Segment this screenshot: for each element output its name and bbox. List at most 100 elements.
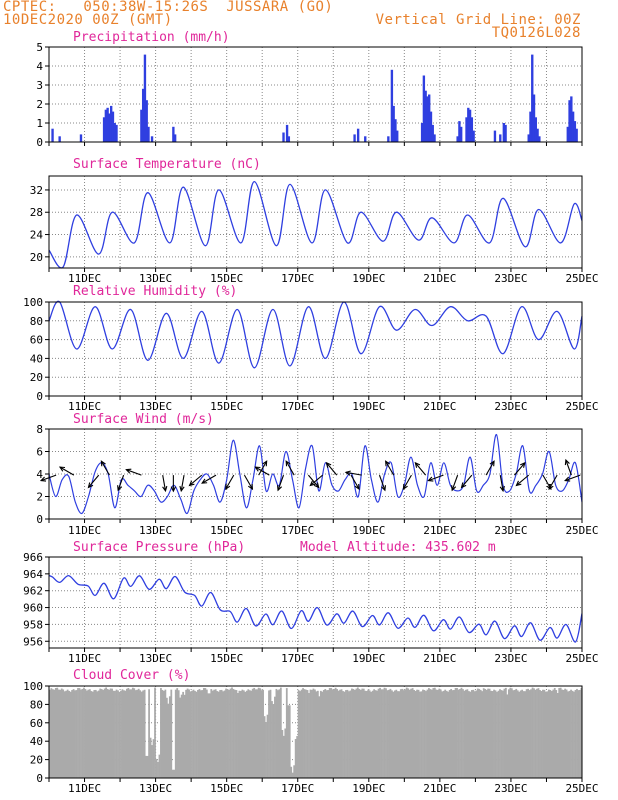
cloud-column — [254, 689, 257, 778]
cloud-column — [284, 728, 287, 778]
cloud-column — [99, 688, 102, 778]
cloud-column — [136, 689, 139, 778]
precip-bar — [356, 128, 360, 142]
wind-arrow — [514, 461, 526, 476]
cloud-column — [505, 687, 507, 778]
cloud-column — [293, 765, 296, 778]
wind-arrow-shaft — [88, 474, 100, 488]
x-tick-label: 15DEC — [210, 652, 243, 665]
wind-arrow-shaft — [516, 474, 530, 486]
cloud-column — [223, 690, 226, 778]
precip-bar — [470, 117, 474, 142]
wind-arrow-head — [460, 482, 467, 489]
precip-bar — [392, 105, 395, 142]
x-tick-label: 25DEC — [565, 272, 598, 285]
y-tick-label: 20 — [30, 371, 43, 384]
cloud-column — [534, 689, 537, 778]
wind-arrow — [307, 474, 320, 489]
x-tick-label: 23DEC — [494, 652, 527, 665]
cloud-column — [490, 690, 492, 778]
y-tick-label: 960 — [23, 602, 43, 615]
cloud-column — [475, 690, 478, 778]
wind-arrow — [402, 474, 412, 491]
x-tick-label: 23DEC — [494, 782, 527, 795]
panel-title: Cloud Cover (%) — [73, 668, 190, 683]
cloud-column — [379, 687, 381, 778]
cloud-column — [309, 689, 312, 778]
cloud-column — [262, 689, 264, 778]
cloud-column — [60, 688, 63, 778]
precip-bar — [573, 121, 577, 142]
cloud-column — [168, 696, 171, 778]
cloud-column — [550, 691, 553, 778]
cloud-column — [346, 689, 349, 778]
x-tick-label: 11DEC — [68, 782, 101, 795]
cloud-column — [53, 689, 56, 778]
cloud-column — [422, 689, 424, 778]
cloud-column — [120, 690, 122, 778]
wind-arrow — [285, 460, 295, 476]
precip-bar — [394, 119, 397, 142]
precip-bar — [147, 126, 150, 142]
cloud-column — [470, 690, 473, 778]
precip-bar — [143, 54, 147, 142]
cloud-column — [515, 688, 518, 778]
cloud-column — [271, 701, 273, 778]
cloud-column — [362, 688, 365, 778]
precip-bar — [570, 96, 573, 142]
cloud-column — [257, 687, 260, 778]
cloud-column — [182, 691, 185, 778]
x-tick-label: 25DEC — [565, 524, 598, 537]
cloud-column — [253, 687, 256, 778]
wind-arrow-shaft — [277, 474, 285, 491]
y-tick-label: 3 — [36, 79, 43, 92]
cloud-column — [164, 689, 167, 778]
cloud-column — [570, 689, 572, 778]
x-tick-label: 21DEC — [423, 272, 456, 285]
cloud-column — [419, 691, 421, 778]
cloud-column — [290, 766, 293, 778]
cloud-column — [305, 689, 307, 778]
cloud-column — [259, 688, 262, 778]
cloud-column — [478, 688, 481, 778]
wind-arrow — [243, 474, 254, 491]
cloud-column — [272, 704, 275, 778]
cloud-column — [165, 697, 168, 778]
wind-arrow — [427, 474, 444, 482]
cloud-column — [287, 705, 290, 778]
panel-title: Surface Temperature (nC) — [73, 157, 261, 172]
cloud-column — [525, 689, 528, 778]
cloud-column — [349, 690, 352, 778]
cloud-column — [50, 688, 53, 778]
cloud-column — [294, 738, 297, 778]
cloud-column — [533, 688, 535, 778]
wind-arrow-shaft — [307, 474, 320, 488]
cloud-column — [146, 755, 149, 778]
cloud-column — [544, 691, 547, 778]
cloud-column — [547, 689, 550, 778]
cloud-column — [465, 689, 467, 778]
precip-bar — [472, 130, 475, 142]
wind-arrow-shaft — [243, 474, 253, 490]
wind-arrow-shaft — [378, 474, 386, 491]
cloud-column — [216, 691, 219, 778]
cloud-column — [248, 690, 251, 778]
cloud-column — [496, 691, 498, 778]
y-tick-label: 956 — [23, 635, 43, 648]
cloud-column — [558, 688, 561, 778]
cloud-column — [62, 689, 65, 778]
x-tick-label: 13DEC — [139, 524, 172, 537]
cloud-column — [191, 690, 193, 778]
y-tick-label: 100 — [23, 680, 43, 693]
cloud-column — [133, 688, 136, 778]
cloud-column — [217, 691, 220, 778]
x-tick-label: 19DEC — [352, 400, 385, 413]
cloud-column — [549, 689, 552, 778]
x-tick-label: 17DEC — [281, 652, 314, 665]
cloud-column — [300, 689, 303, 778]
wind-arrow-head — [519, 461, 526, 468]
wind-arrow-shaft — [326, 462, 338, 476]
cloud-column — [75, 690, 78, 778]
wind-arrow — [515, 474, 530, 487]
precip-bar — [527, 134, 530, 142]
